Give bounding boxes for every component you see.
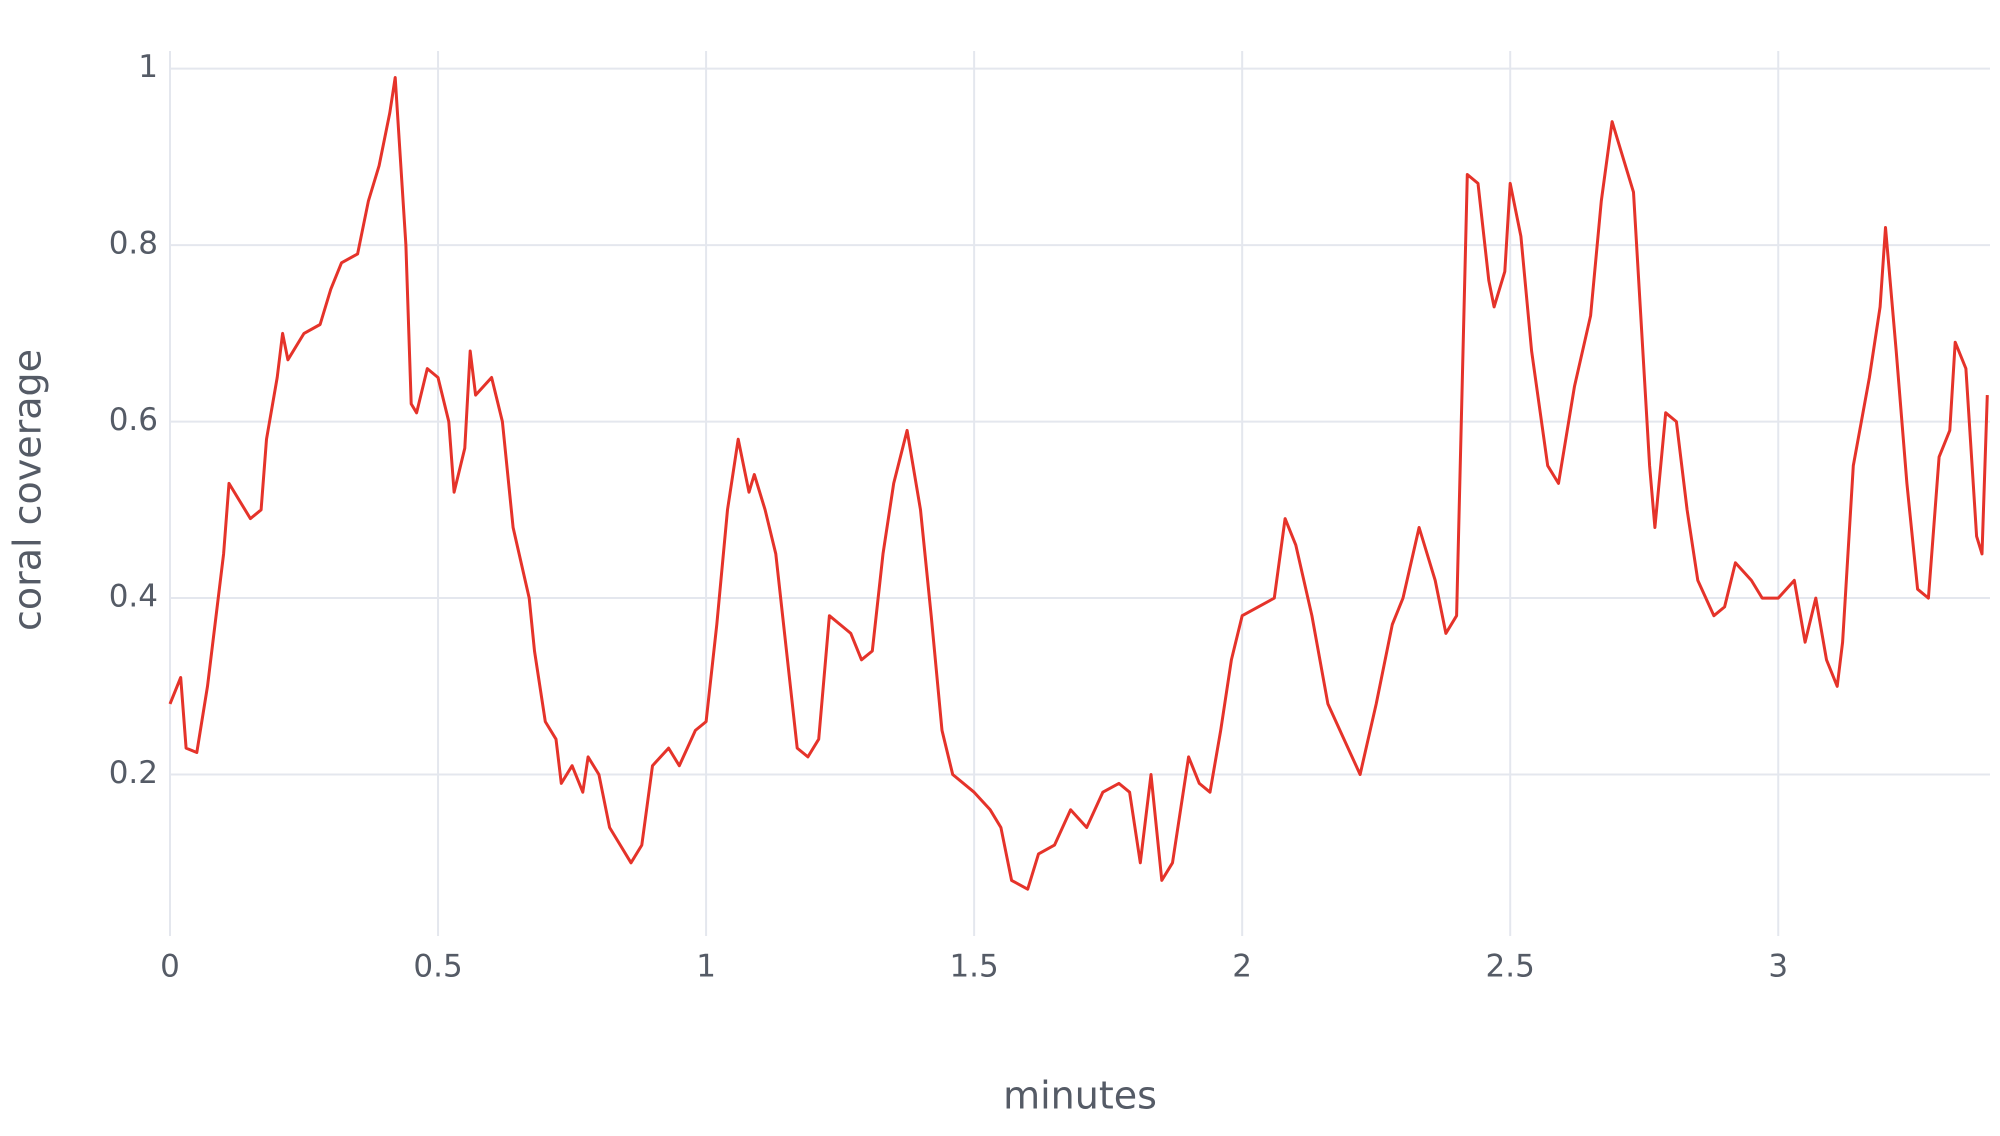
y-axis-title: coral coverage (6, 349, 50, 631)
y-tick-label: 0.8 (109, 226, 158, 262)
x-tick-label: 2.5 (1486, 949, 1535, 985)
x-axis-title: minutes (1003, 1074, 1157, 1118)
x-tick-label: 1 (696, 949, 716, 985)
x-tick-label: 3 (1768, 949, 1788, 985)
x-tick-label: 2 (1232, 949, 1252, 985)
x-tick-label: 1.5 (949, 949, 998, 985)
x-tick-label: 0 (160, 949, 180, 985)
y-tick-label: 0.4 (109, 579, 158, 615)
y-tick-label: 0.6 (109, 402, 158, 438)
data-line (168, 76, 1989, 891)
y-tick-label: 1 (138, 49, 158, 85)
y-tick-label: 0.2 (109, 755, 158, 791)
x-tick-label: 0.5 (413, 949, 462, 985)
